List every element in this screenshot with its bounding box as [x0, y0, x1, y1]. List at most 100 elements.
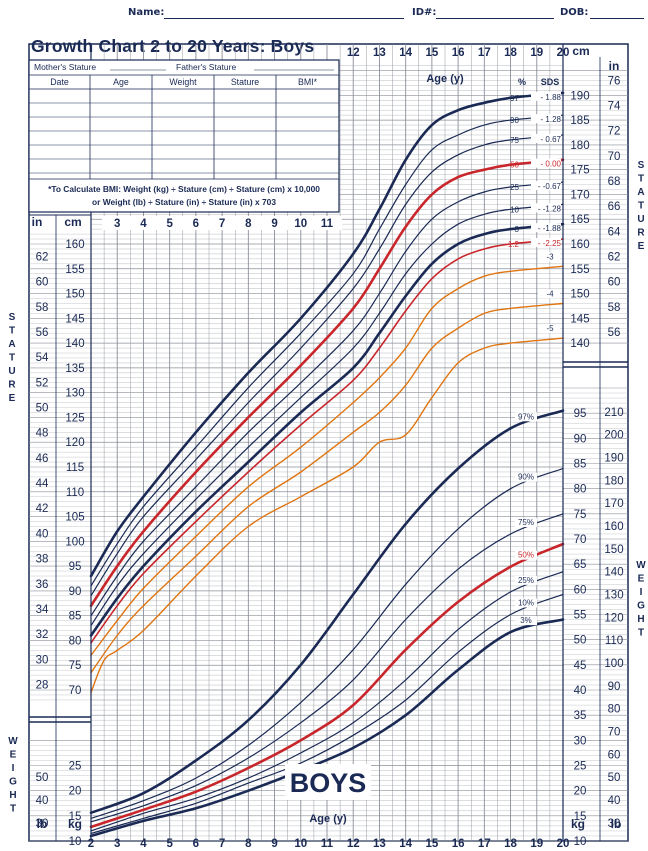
sds-label: -4 [546, 289, 554, 298]
age-tick-top: 15 [425, 47, 438, 59]
lb-tick-right: 130 [604, 590, 623, 602]
age-tick-bottom: 14 [399, 838, 412, 850]
age-tick-mid: 10 [294, 218, 307, 230]
in-tick-left: 54 [36, 352, 49, 364]
table-header-date: Date [50, 77, 69, 87]
age-tick-mid: 11 [321, 218, 334, 230]
lb-tick-right: 120 [604, 612, 623, 624]
lb-tick-right: 210 [604, 407, 623, 419]
sds-label: -3 [546, 252, 554, 261]
kg-tick-right: 55 [574, 610, 587, 622]
kg-tick-right: 45 [574, 660, 587, 672]
weight-label-bg [515, 412, 537, 422]
weight-label-bg [515, 598, 537, 608]
cm-tick-left: 70 [69, 685, 82, 697]
sds-label-bg [531, 158, 561, 168]
sds-label-bg [531, 91, 561, 101]
weight-label-bg [515, 517, 537, 527]
sds-label-bg [531, 133, 561, 143]
kg-tick-right: 85 [574, 459, 587, 471]
weight-percentile-label: 50% [518, 551, 534, 560]
kg-tick-right: 80 [574, 484, 587, 496]
weight-curve-97 [89, 409, 565, 815]
weight-percentile-label: 90% [518, 473, 534, 482]
weight-percentile-label: 10% [518, 599, 534, 608]
age-tick-top: 13 [373, 47, 386, 59]
cm-tick-right: 145 [570, 313, 589, 325]
lb-tick-right: 190 [604, 453, 623, 465]
lb-tick-left: 50 [36, 772, 49, 784]
stature-curve-50 [89, 158, 565, 608]
cm-tick-left: 160 [65, 239, 84, 251]
lb-tick-right: 100 [604, 658, 623, 670]
boys-badge: BOYS [285, 764, 371, 800]
in-tick-right: 66 [608, 201, 621, 213]
lb-tick-left: 30 [36, 818, 49, 830]
in-tick-right: 70 [608, 151, 621, 163]
in-tick-right: 68 [608, 176, 621, 188]
in-tick-left: 40 [36, 528, 49, 540]
age-tick-bottom: 10 [294, 838, 307, 850]
stature-curve-25 [90, 181, 564, 617]
weight-label-right: E [638, 574, 645, 585]
stature-percentile-label: 10 [510, 205, 519, 214]
weight-curve-3 [89, 618, 565, 838]
lb-tick-right: 90 [608, 681, 621, 693]
in-tick-right: 64 [608, 226, 621, 238]
dob-field[interactable] [590, 18, 644, 19]
kg-tick-right: 65 [574, 559, 587, 571]
table-header-stature: Stature [231, 77, 259, 87]
page-title: Growth Chart 2 to 20 Years: Boys [31, 36, 315, 56]
age-tick-bottom: 8 [245, 838, 252, 850]
sds-label-bg [538, 289, 560, 299]
percent-header: % [518, 77, 526, 87]
age-tick-bottom: 20 [557, 838, 570, 850]
age-tick-top: 20 [557, 47, 570, 59]
weight-percentile-label: 97% [518, 412, 534, 421]
in-tick-left: 34 [36, 604, 49, 616]
kg-tick-left: 25 [69, 761, 82, 773]
in-tick-left: 30 [36, 654, 49, 666]
kg-tick-left: 15 [69, 811, 82, 823]
lb-tick-left: 40 [36, 795, 49, 807]
age-tick-bottom: 7 [219, 838, 225, 850]
kg-tick-right: 95 [574, 408, 587, 420]
stature-label-right: A [637, 187, 644, 198]
lb-tick-right: 200 [604, 430, 623, 442]
in-tick-left: 56 [36, 327, 49, 339]
stature-label-right: U [637, 214, 644, 225]
stature-curve--3 [90, 265, 564, 656]
weight-percentile-label: 75% [518, 518, 534, 527]
stature-label-left: T [9, 326, 15, 337]
sds-label: - 0.67 [541, 135, 562, 144]
age-tick-mid: 8 [245, 218, 252, 230]
left-cm-label: cm [64, 215, 81, 229]
in-tick-right: 60 [608, 277, 621, 289]
mother-stature-label: Mother's Stature [34, 62, 96, 72]
weight-label-right: I [640, 587, 643, 598]
cm-tick-left: 130 [65, 388, 84, 400]
right-kg-label: kg [571, 817, 585, 831]
weight-label-right: G [637, 601, 645, 612]
stature-curve--5 [90, 337, 564, 694]
id-field[interactable] [436, 18, 554, 19]
stature-percentile-label: 3 [515, 225, 520, 234]
cm-tick-left: 100 [65, 536, 84, 548]
lb-tick-right: 70 [608, 727, 621, 739]
weight-label-bg [515, 550, 537, 560]
lb-tick-right: 110 [605, 635, 623, 647]
stature-label-left: R [8, 380, 16, 391]
weight-curve-25 [90, 571, 564, 832]
cm-tick-right: 175 [570, 165, 589, 177]
in-tick-left: 62 [36, 251, 49, 263]
in-tick-right: 58 [608, 302, 621, 314]
kg-tick-right: 10 [574, 836, 587, 848]
stature-curve-3 [89, 222, 565, 637]
stature-label-right: R [637, 228, 645, 239]
in-tick-right: 74 [608, 100, 621, 112]
cm-tick-right: 140 [570, 338, 589, 350]
name-field[interactable] [164, 18, 404, 19]
weight-label-bg [515, 616, 537, 626]
right-lb-label: lb [611, 817, 622, 831]
